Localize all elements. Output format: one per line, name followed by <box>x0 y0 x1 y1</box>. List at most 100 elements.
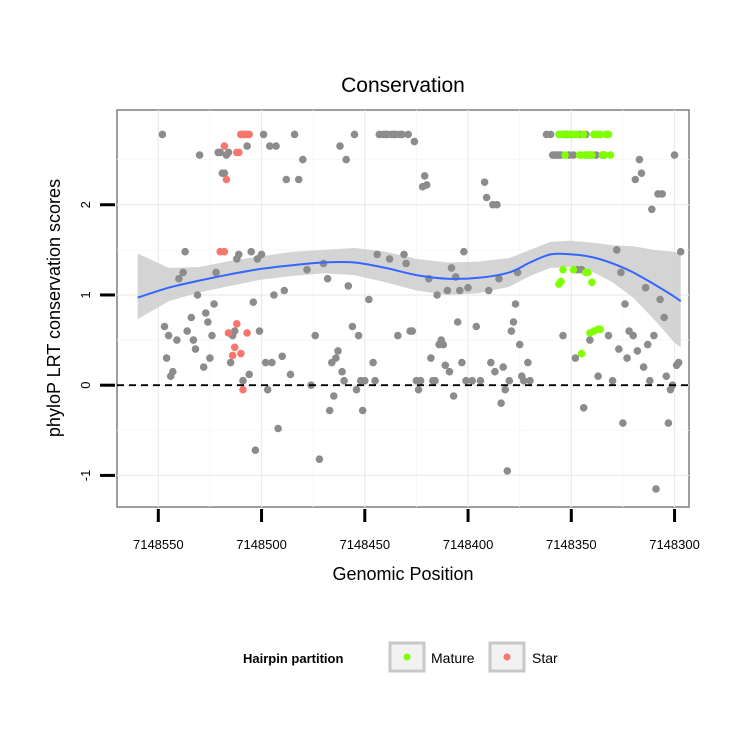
data-point-other <box>181 247 189 256</box>
x-axis-title: Genomic Position <box>332 564 473 584</box>
data-point-other <box>352 385 361 394</box>
data-point-other <box>674 358 683 367</box>
data-point-other <box>206 354 214 362</box>
data-point-star <box>228 351 237 360</box>
data-point-other <box>243 142 251 150</box>
x-tick-label: 7148550 <box>133 537 184 552</box>
smooth-curve-layer <box>137 252 682 303</box>
data-point-other <box>286 370 295 379</box>
data-point-other <box>338 367 346 376</box>
data-point-other <box>515 340 524 349</box>
data-point-other <box>394 331 402 340</box>
data-point-other <box>472 322 481 331</box>
data-point-other <box>303 265 311 274</box>
data-point-other <box>662 372 671 381</box>
data-point-other <box>249 298 258 307</box>
data-point-other <box>199 363 208 371</box>
data-point-other <box>226 358 235 367</box>
data-point-other <box>503 467 512 475</box>
data-point-other <box>251 446 260 455</box>
data-point-other <box>658 190 666 198</box>
data-point-mature <box>604 130 613 139</box>
data-point-other <box>230 327 239 335</box>
data-point-other <box>524 358 532 367</box>
data-point-other <box>476 376 485 385</box>
data-point-other <box>361 376 369 385</box>
data-point-other <box>408 327 417 335</box>
data-point-other <box>511 300 520 308</box>
data-point-other <box>484 286 493 295</box>
data-point-other <box>210 300 218 308</box>
data-point-star <box>235 148 243 157</box>
data-point-other <box>247 247 255 256</box>
data-point-star <box>222 175 231 184</box>
data-point-other <box>493 200 501 209</box>
data-point-other <box>179 268 187 277</box>
data-point-other <box>629 331 637 340</box>
x-tick-label: 7148300 <box>649 537 700 552</box>
data-point-other <box>334 347 342 355</box>
data-point-other <box>559 331 567 340</box>
data-point-other <box>507 327 516 335</box>
data-point-other <box>579 404 588 412</box>
data-point-other <box>195 151 204 159</box>
data-point-other <box>400 250 408 259</box>
data-point-other <box>631 175 640 184</box>
data-point-star <box>239 385 247 394</box>
data-point-mature <box>557 277 565 286</box>
data-point-other <box>571 354 580 362</box>
data-point-other <box>526 376 534 385</box>
y-tick-label: -1 <box>78 470 93 482</box>
data-point-other <box>280 286 289 295</box>
data-point-other <box>676 247 685 256</box>
data-point-other <box>445 367 454 376</box>
data-point-other <box>245 370 253 379</box>
data-point-other <box>420 172 429 180</box>
data-point-other <box>358 406 367 415</box>
data-point-other <box>639 363 648 371</box>
data-point-other <box>608 376 617 385</box>
data-point-other <box>650 331 658 340</box>
data-point-star <box>220 142 229 150</box>
data-point-other <box>453 318 462 326</box>
data-point-other <box>402 259 410 268</box>
data-point-other <box>414 385 423 394</box>
data-point-other <box>604 331 613 340</box>
data-point-other <box>441 361 450 370</box>
legend-label-mature: Mature <box>431 650 475 666</box>
x-tick-label: 7148500 <box>236 537 287 552</box>
data-point-other <box>315 455 324 464</box>
data-point-other <box>336 142 344 150</box>
data-point-other <box>433 291 441 299</box>
y-axis-title: phyloP LRT conservation scores <box>44 179 64 437</box>
data-point-other <box>546 130 555 139</box>
data-point-other <box>416 376 425 385</box>
data-point-other <box>191 345 200 353</box>
data-point-other <box>635 155 644 164</box>
data-point-other <box>278 352 287 361</box>
data-point-other <box>520 376 528 385</box>
data-point-other <box>239 376 247 385</box>
data-point-other <box>468 376 477 385</box>
data-point-other <box>325 406 334 415</box>
data-point-other <box>330 392 338 400</box>
data-point-other <box>175 274 183 283</box>
data-point-other <box>460 247 468 256</box>
data-point-other <box>187 313 196 322</box>
data-point-other <box>162 354 171 362</box>
x-tick-label: 7148350 <box>546 537 597 552</box>
legend: Hairpin partition Mature Star <box>243 641 558 673</box>
data-point-other <box>648 205 656 214</box>
data-point-other <box>212 268 220 277</box>
data-point-other <box>290 130 299 139</box>
data-point-other <box>491 367 499 376</box>
data-point-star <box>233 320 241 328</box>
data-point-other <box>294 175 303 184</box>
data-point-other <box>274 424 282 433</box>
data-point-other <box>350 130 359 139</box>
data-point-other <box>482 193 491 202</box>
data-point-other <box>656 295 664 304</box>
data-point-other <box>497 399 505 408</box>
data-point-other <box>458 358 466 367</box>
data-point-other <box>427 354 435 362</box>
